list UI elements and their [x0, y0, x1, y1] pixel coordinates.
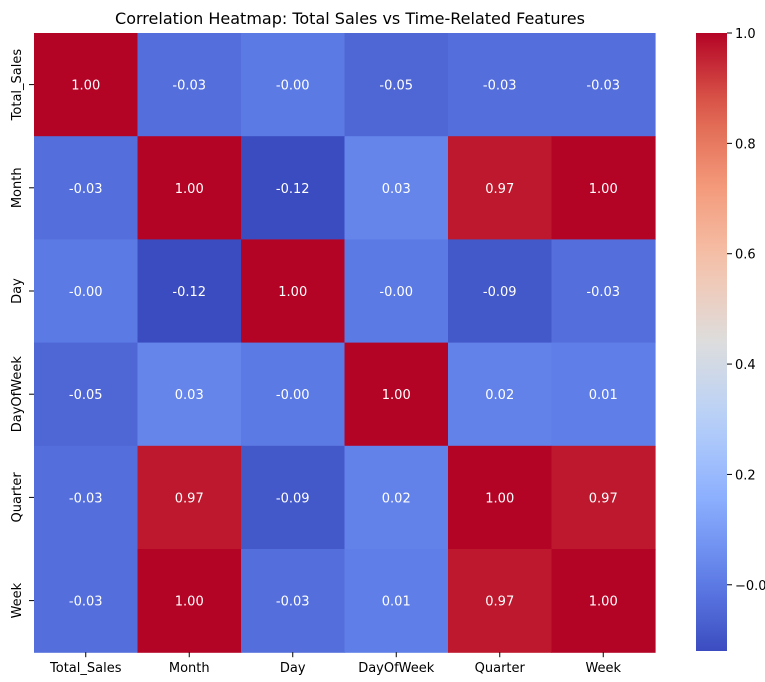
- heatmap-cell: [551, 342, 656, 447]
- cell-value-label: 0.01: [382, 595, 411, 610]
- heatmap-cell: [241, 445, 346, 550]
- cell-value-label: 1.00: [589, 595, 618, 610]
- heatmap-cell: [137, 342, 242, 447]
- heatmap-cell: [448, 549, 553, 653]
- cell-value-label: -0.05: [69, 388, 103, 403]
- cell-value-label: 1.00: [589, 182, 618, 197]
- heatmap-cell: [241, 549, 346, 653]
- heatmap-cell: [448, 239, 553, 344]
- heatmap-cell: [34, 549, 139, 653]
- colorbar-tick-label: 0.4: [735, 358, 756, 373]
- y-tick-label: Total_Sales: [10, 49, 25, 122]
- cell-value-label: 0.02: [382, 491, 411, 506]
- cell-value-label: 1.00: [485, 491, 514, 506]
- heatmap-cell: [344, 445, 449, 550]
- cell-value-label: -0.03: [483, 79, 517, 94]
- heatmap-cell: [34, 342, 139, 447]
- y-tick-label: DayOfWeek: [10, 356, 25, 433]
- cell-value-label: 0.97: [485, 182, 514, 197]
- heatmap-cell: [137, 549, 242, 653]
- cell-value-label: 0.03: [175, 388, 204, 403]
- y-tick-label: Quarter: [10, 472, 25, 523]
- colorbar: −0.0 0.2 0.4 0.6 0.8 1.0: [696, 27, 765, 651]
- cell-value-label: -0.03: [586, 285, 620, 300]
- cell-value-label: -0.05: [379, 79, 413, 94]
- heatmap-cell: [344, 342, 449, 447]
- heatmap-cell: [448, 33, 553, 137]
- cell-value-label: -0.03: [276, 595, 310, 610]
- colorbar-tick-label: 0.8: [735, 137, 756, 152]
- heatmap-cell: [137, 33, 242, 137]
- heatmap-cell: [34, 445, 139, 550]
- cell-value-label: 1.00: [175, 182, 204, 197]
- cell-value-label: -0.09: [483, 285, 517, 300]
- cell-value-label: 1.00: [175, 595, 204, 610]
- cell-value-label: -0.03: [69, 182, 103, 197]
- heatmap-cell: [241, 136, 346, 240]
- cell-value-label: -0.03: [69, 491, 103, 506]
- heatmap-cell: [137, 239, 242, 344]
- x-tick-label: Total_Sales: [49, 661, 122, 676]
- cell-value-label: -0.00: [69, 285, 103, 300]
- heatmap-cell: [34, 136, 139, 240]
- x-tick-label: DayOfWeek: [358, 661, 435, 676]
- cell-value-label: -0.03: [172, 79, 206, 94]
- x-tick-label: Day: [280, 661, 306, 676]
- heatmap-cell: [34, 33, 139, 137]
- cell-value-label: -0.03: [69, 595, 103, 610]
- cell-value-label: -0.12: [276, 182, 310, 197]
- heatmap-cell: [241, 33, 346, 137]
- heatmap-cell: [551, 136, 656, 240]
- x-tick-label: Week: [585, 661, 621, 676]
- heatmap-cell: [344, 549, 449, 653]
- heatmap-cell: [551, 33, 656, 137]
- x-axis: Total_Sales Month Day DayOfWeek Quarter Week: [49, 652, 622, 676]
- heatmap-cell: [448, 136, 553, 240]
- heatmap-cell: [551, 549, 656, 653]
- heatmap-annotations: 1.00 -0.03 -0.00 -0.05 -0.03 -0.03 -0.03 1.00 -0…: [69, 79, 620, 610]
- cell-value-label: 0.97: [485, 595, 514, 610]
- heatmap-cell: [137, 445, 242, 550]
- cell-value-label: 1.00: [382, 388, 411, 403]
- heatmap-cell: [448, 342, 553, 447]
- cell-value-label: 0.97: [175, 491, 204, 506]
- y-tick-label: Month: [10, 167, 25, 208]
- colorbar-gradient: [696, 33, 727, 651]
- x-tick-label: Month: [169, 661, 210, 676]
- colorbar-tick-label: −0.0: [735, 579, 765, 594]
- heatmap-cell: [34, 239, 139, 344]
- heatmap-cell: [551, 445, 656, 550]
- cell-value-label: 0.03: [382, 182, 411, 197]
- colorbar-tick-label: 0.2: [735, 468, 756, 483]
- cell-value-label: -0.00: [276, 79, 310, 94]
- y-axis: Total_Sales Month Day DayOfWeek Quarter Week: [10, 49, 34, 618]
- colorbar-tick-label: 0.6: [735, 248, 756, 263]
- x-tick-label: Quarter: [475, 661, 526, 676]
- cell-value-label: -0.09: [276, 491, 310, 506]
- heatmap-cell: [344, 239, 449, 344]
- heatmap-cell: [448, 445, 553, 550]
- cell-value-label: 0.02: [485, 388, 514, 403]
- heatmap-cell: [344, 136, 449, 240]
- cell-value-label: 0.97: [589, 491, 618, 506]
- cell-value-label: -0.00: [276, 388, 310, 403]
- colorbar-tick-label: 1.0: [735, 27, 756, 42]
- heatmap-cell: [241, 239, 346, 344]
- heatmap-cell: [137, 136, 242, 240]
- heatmap-cell: [241, 342, 346, 447]
- y-tick-label: Day: [10, 278, 25, 304]
- cell-value-label: -0.03: [586, 79, 620, 94]
- cell-value-label: 0.01: [589, 388, 618, 403]
- heatmap-cell: [344, 33, 449, 137]
- cell-value-label: 1.00: [278, 285, 307, 300]
- cell-value-label: -0.12: [172, 285, 206, 300]
- y-tick-label: Week: [10, 582, 25, 618]
- chart-title: Correlation Heatmap: Total Sales vs Time…: [115, 9, 585, 28]
- heatmap-cells: [34, 33, 656, 653]
- heatmap-cell: [551, 239, 656, 344]
- cell-value-label: -0.00: [379, 285, 413, 300]
- cell-value-label: 1.00: [71, 79, 100, 94]
